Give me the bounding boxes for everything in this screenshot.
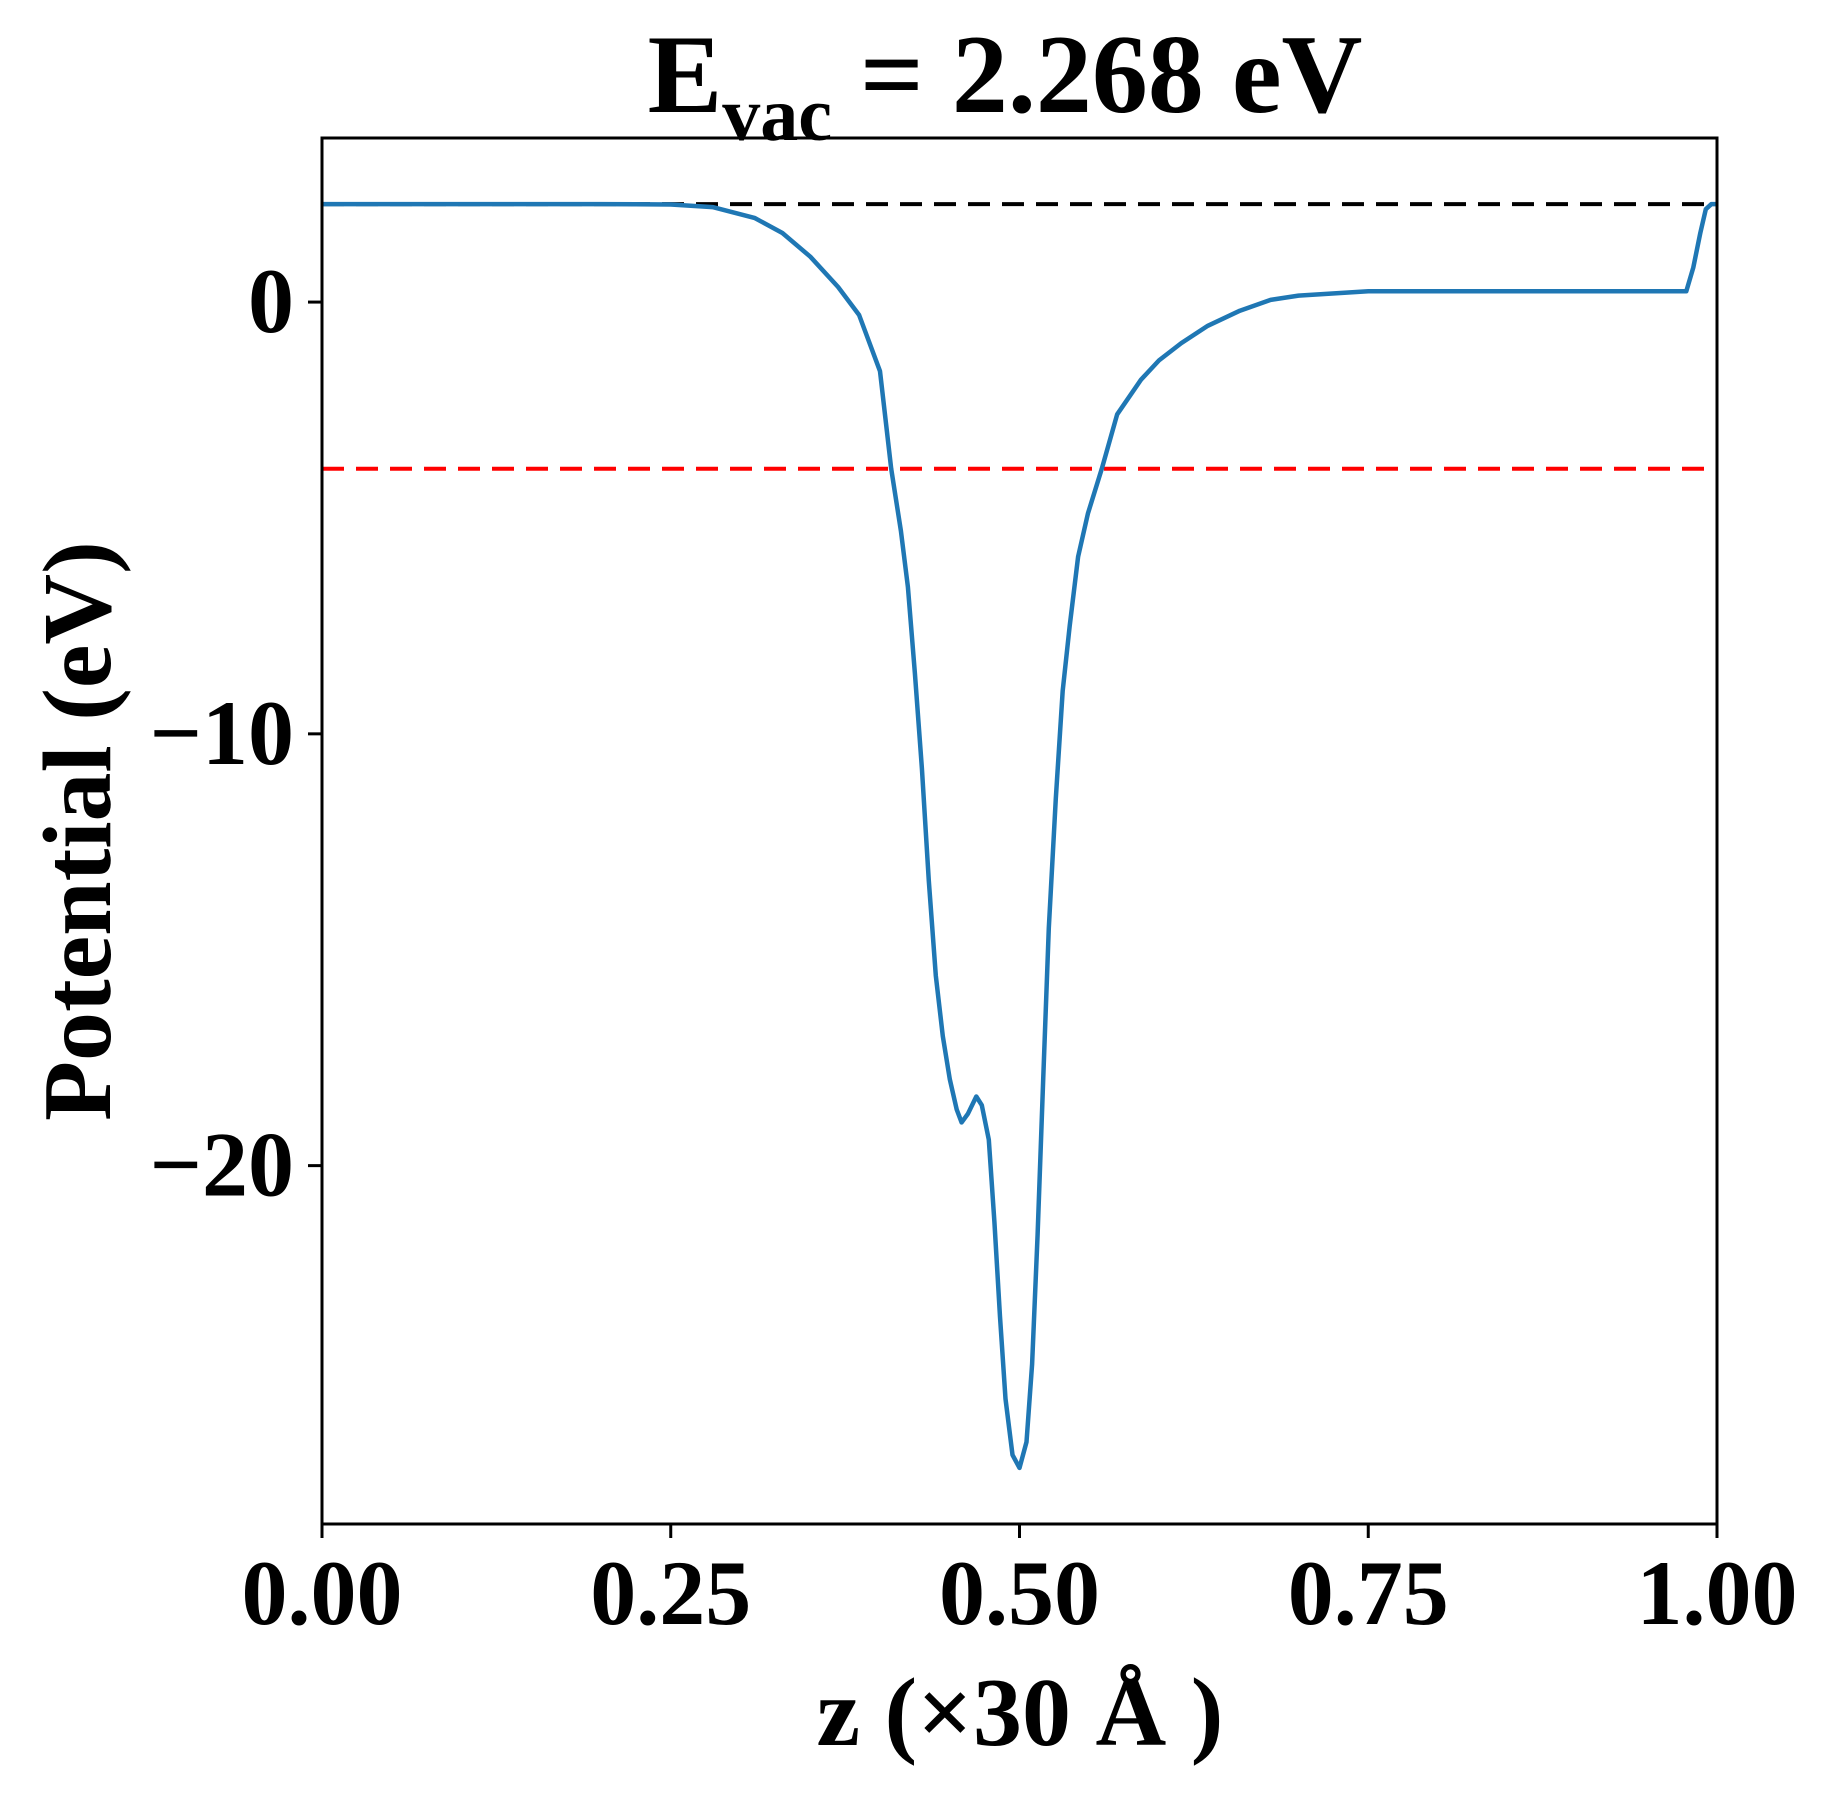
y-axis-label: Potential (eV) [24,541,132,1121]
chart-title: Evac = 2.268 eV [648,13,1363,157]
title-main: E [648,13,723,137]
x-tick-label: 0.75 [1288,1542,1449,1644]
x-tick-label: 1.00 [1637,1542,1798,1644]
y-tick-label: −20 [150,1114,294,1216]
y-tick-label: −10 [150,682,294,784]
x-tick-label: 0.00 [242,1542,403,1644]
x-tick-label: 0.25 [590,1542,751,1644]
title-subscript: vac [722,73,832,157]
x-tick-label: 0.50 [939,1542,1100,1644]
reference-lines [322,202,1717,471]
series-layer [322,201,1717,1471]
planar-averaged-potential-line [322,201,1717,1471]
x-axis: 0.00 0.25 0.50 0.75 1.00 [242,1524,1798,1644]
title-rest: = 2.268 eV [832,13,1362,137]
plot-frame [320,136,1719,1526]
x-axis-label: z (×30 Å ) [817,1659,1224,1767]
y-tick-label: 0 [248,250,294,352]
y-axis: 0 −10 −20 [150,250,322,1216]
